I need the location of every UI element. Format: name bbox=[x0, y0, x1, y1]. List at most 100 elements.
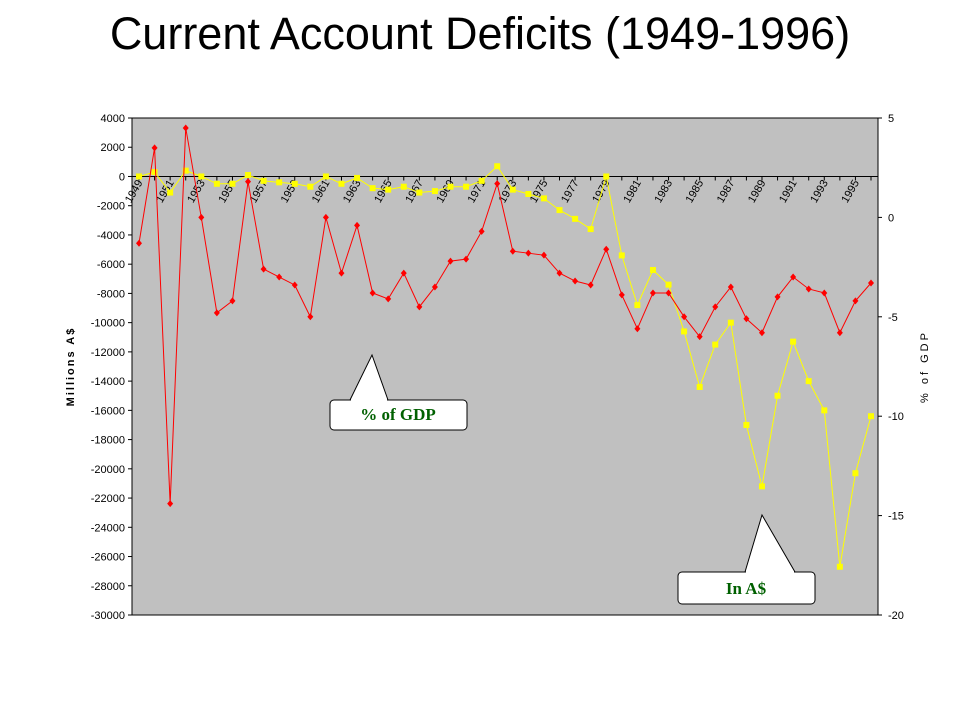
callout-box bbox=[329, 399, 468, 431]
point bbox=[167, 189, 174, 196]
point bbox=[821, 289, 828, 297]
callout-label: % of GDP bbox=[360, 405, 436, 424]
point bbox=[805, 378, 812, 385]
point bbox=[431, 188, 438, 195]
point bbox=[291, 281, 298, 289]
point bbox=[447, 257, 454, 265]
point bbox=[369, 289, 376, 297]
point bbox=[276, 273, 283, 281]
callout-pointer bbox=[744, 513, 796, 573]
y-tick-label: -24000 bbox=[91, 522, 125, 534]
point bbox=[151, 169, 158, 176]
point bbox=[572, 277, 579, 285]
y-tick-label: -8000 bbox=[97, 288, 125, 300]
point bbox=[213, 180, 220, 187]
point bbox=[431, 283, 438, 291]
point bbox=[354, 174, 361, 181]
point bbox=[213, 309, 220, 317]
point bbox=[385, 295, 392, 303]
y-tick-label: -28000 bbox=[91, 581, 125, 593]
point bbox=[400, 183, 407, 190]
point bbox=[307, 313, 314, 321]
point bbox=[603, 173, 610, 180]
y-tick-label: -22000 bbox=[91, 493, 125, 505]
point bbox=[790, 273, 797, 281]
point bbox=[587, 281, 594, 289]
point bbox=[790, 338, 797, 345]
y-tick-label: -6000 bbox=[97, 259, 125, 271]
y-tick-label: -18000 bbox=[91, 435, 125, 447]
point bbox=[198, 173, 205, 180]
y2-tick-label: -5 bbox=[888, 312, 898, 324]
y2-tick-label: -20 bbox=[888, 610, 904, 622]
point bbox=[525, 191, 532, 198]
point bbox=[151, 144, 158, 152]
point bbox=[758, 329, 765, 337]
point bbox=[836, 563, 843, 570]
y-tick-label: 2000 bbox=[101, 142, 125, 154]
point bbox=[774, 392, 781, 399]
point bbox=[260, 177, 267, 184]
point bbox=[245, 178, 252, 186]
point bbox=[478, 227, 485, 235]
point bbox=[836, 329, 843, 337]
point bbox=[665, 289, 672, 297]
point bbox=[478, 177, 485, 184]
point bbox=[198, 213, 205, 221]
y-tick-label: -10000 bbox=[91, 318, 125, 330]
point bbox=[649, 289, 656, 297]
point bbox=[603, 245, 610, 253]
point bbox=[868, 279, 874, 287]
point bbox=[416, 189, 423, 196]
point bbox=[416, 303, 423, 311]
point bbox=[525, 249, 532, 257]
point bbox=[245, 172, 252, 179]
callouts: % of GDP In A$ bbox=[329, 353, 816, 605]
point bbox=[743, 315, 750, 323]
point bbox=[463, 255, 470, 263]
point bbox=[136, 239, 142, 247]
point bbox=[307, 183, 314, 190]
point bbox=[587, 226, 594, 233]
point bbox=[572, 215, 579, 222]
point bbox=[758, 483, 765, 490]
point bbox=[182, 167, 189, 174]
point bbox=[868, 413, 874, 420]
point bbox=[136, 173, 142, 180]
point bbox=[681, 328, 688, 335]
point bbox=[291, 180, 298, 187]
plot-area bbox=[131, 117, 879, 616]
point bbox=[447, 183, 454, 190]
point bbox=[276, 179, 283, 186]
point bbox=[322, 173, 329, 180]
series-line bbox=[138, 127, 872, 504]
point bbox=[712, 303, 719, 311]
callout-label: In A$ bbox=[726, 579, 767, 598]
point bbox=[385, 186, 392, 193]
y-tick-label: -2000 bbox=[97, 201, 125, 213]
point bbox=[540, 195, 547, 202]
point bbox=[634, 325, 641, 333]
point bbox=[852, 297, 859, 305]
y2-tick-label: -15 bbox=[888, 511, 904, 523]
y-tick-label: -30000 bbox=[91, 610, 125, 622]
point bbox=[509, 247, 516, 255]
point bbox=[743, 421, 750, 428]
point bbox=[681, 313, 688, 321]
point bbox=[369, 185, 376, 192]
point bbox=[229, 297, 236, 305]
y2-axis-label: % of GDP bbox=[919, 330, 931, 403]
point bbox=[774, 293, 781, 301]
point bbox=[805, 285, 812, 293]
point bbox=[494, 180, 501, 188]
point bbox=[649, 267, 656, 274]
point bbox=[494, 163, 501, 170]
point bbox=[727, 283, 734, 291]
y2-tick-label: 0 bbox=[888, 212, 894, 224]
y-tick-label: 4000 bbox=[101, 113, 125, 125]
point bbox=[696, 383, 703, 390]
y-tick-label: -14000 bbox=[91, 376, 125, 388]
point bbox=[696, 333, 703, 341]
point bbox=[260, 265, 267, 273]
